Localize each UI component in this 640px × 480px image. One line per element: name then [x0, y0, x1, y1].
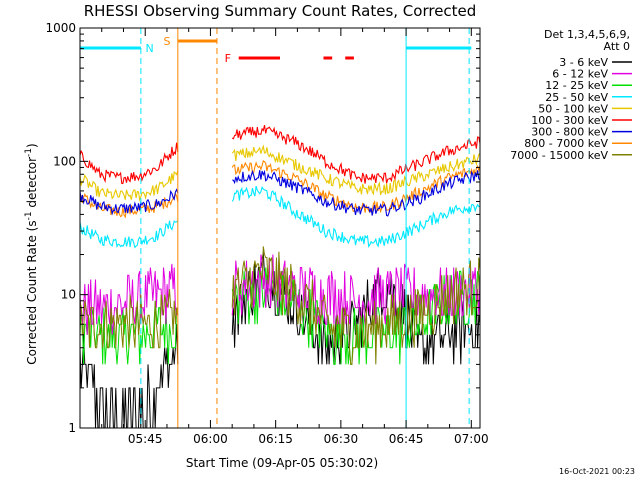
- legend-entry-label: 7000 - 15000 keV: [510, 149, 608, 162]
- y-label-main: Corrected Count Rate (s: [25, 220, 39, 364]
- x-tick-label: 06:00: [193, 432, 228, 446]
- x-tick-label: 06:30: [324, 432, 359, 446]
- y-label-mid: detector: [25, 157, 39, 212]
- flag-bar-n: [80, 46, 141, 50]
- flag-bar-f: [345, 56, 354, 60]
- y-tick-label: 1000: [45, 21, 76, 35]
- series-line-800-7000-kev-seg1: [231, 160, 481, 214]
- series-line-100-300-kev-seg1: [231, 124, 481, 184]
- x-axis-label: Start Time (09-Apr-05 05:30:02): [186, 456, 378, 470]
- y-label-sup1: -1: [24, 211, 34, 220]
- legend-entry-label: 300 - 800 keV: [531, 126, 608, 139]
- x-tick-label: 07:00: [454, 432, 489, 446]
- flag-bar-f: [323, 56, 333, 60]
- flag-bar-s: [177, 39, 217, 43]
- series-line-6-12-kev-seg1: [231, 254, 481, 325]
- y-axis-label: Corrected Count Rate (s-1 detector-1): [24, 143, 39, 364]
- y-tick-label: 1: [68, 421, 76, 435]
- series-line-800-7000-kev-seg0: [79, 192, 179, 219]
- series-line-50-100-kev-seg0: [79, 170, 179, 202]
- legend-entry-label: 3 - 6 keV: [559, 56, 608, 69]
- chart-title: RHESSI Observing Summary Count Rates, Co…: [84, 2, 477, 20]
- series-line-25-50-kev-seg1: [231, 185, 481, 248]
- flag-bar-n: [406, 46, 472, 50]
- flag-label-f: F: [225, 52, 231, 65]
- y-tick-label: 100: [53, 154, 76, 168]
- svg-text:Corrected Count Rate (s-1 dete: Corrected Count Rate (s-1 detector-1): [24, 143, 39, 364]
- x-tick-label: 06:45: [389, 432, 424, 446]
- y-tick-label: 10: [61, 288, 76, 302]
- generation-timestamp: 16-Oct-2021 00:23: [559, 467, 635, 476]
- legend-entry-label: 6 - 12 keV: [552, 68, 608, 81]
- series-line-300-800-kev-seg0: [79, 188, 179, 216]
- legend-entry-label: 12 - 25 keV: [545, 79, 608, 92]
- legend-entry-label: 800 - 7000 keV: [524, 137, 608, 150]
- series-line-12-25-kev-seg1: [231, 267, 481, 365]
- series-line-3-6-kev-seg0: [79, 324, 179, 429]
- plot-frame: [79, 27, 481, 429]
- series-line-7000-15000-kev-seg0: [79, 289, 179, 349]
- x-tick-label: 06:15: [258, 432, 293, 446]
- legend-header-1: Det 1,3,4,5,6,9,: [544, 28, 630, 41]
- legend-header-2: Att 0: [604, 40, 630, 53]
- series-line-100-300-kev-seg0: [79, 142, 179, 185]
- legend-entry-label: 100 - 300 keV: [531, 114, 608, 127]
- y-label-sup2: -1: [24, 148, 34, 157]
- legend-entry-label: 50 - 100 keV: [538, 102, 608, 115]
- flag-bar-f: [238, 56, 280, 60]
- y-label-end: ): [25, 143, 39, 148]
- legend-entry-label: 25 - 50 keV: [545, 91, 608, 104]
- series-line-7000-15000-kev-seg1: [231, 246, 481, 365]
- series-line-300-800-kev-seg1: [232, 169, 481, 217]
- series-line-25-50-kev-seg0: [79, 220, 179, 249]
- flag-label-n: N: [145, 42, 153, 55]
- flag-label-s: S: [163, 35, 170, 48]
- x-tick-label: 05:45: [128, 432, 163, 446]
- series-line-50-100-kev-seg1: [231, 144, 481, 196]
